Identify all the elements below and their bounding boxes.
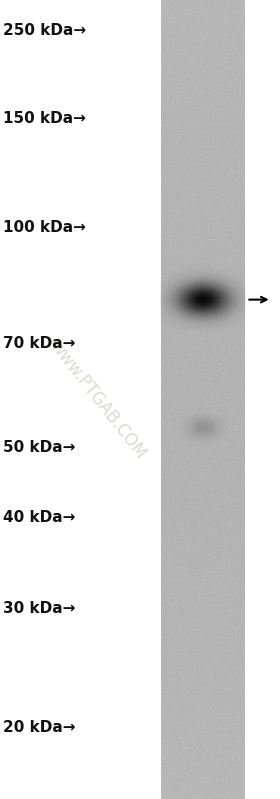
- Text: 20 kDa→: 20 kDa→: [3, 720, 75, 734]
- Text: 50 kDa→: 50 kDa→: [3, 440, 75, 455]
- Text: www.PTGAB.COM: www.PTGAB.COM: [46, 337, 150, 462]
- Text: 250 kDa→: 250 kDa→: [3, 23, 86, 38]
- Text: 40 kDa→: 40 kDa→: [3, 511, 75, 525]
- Text: 70 kDa→: 70 kDa→: [3, 336, 75, 351]
- Text: 30 kDa→: 30 kDa→: [3, 602, 75, 616]
- Text: 150 kDa→: 150 kDa→: [3, 111, 86, 125]
- Text: 100 kDa→: 100 kDa→: [3, 221, 86, 235]
